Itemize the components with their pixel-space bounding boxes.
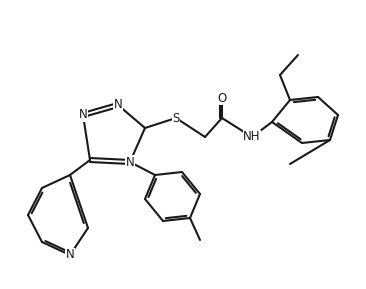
Text: O: O <box>217 92 227 105</box>
Text: NH: NH <box>243 131 261 144</box>
Text: N: N <box>79 108 87 121</box>
Text: N: N <box>126 155 134 168</box>
Text: S: S <box>172 112 180 125</box>
Text: N: N <box>113 99 122 112</box>
Text: N: N <box>66 249 74 262</box>
